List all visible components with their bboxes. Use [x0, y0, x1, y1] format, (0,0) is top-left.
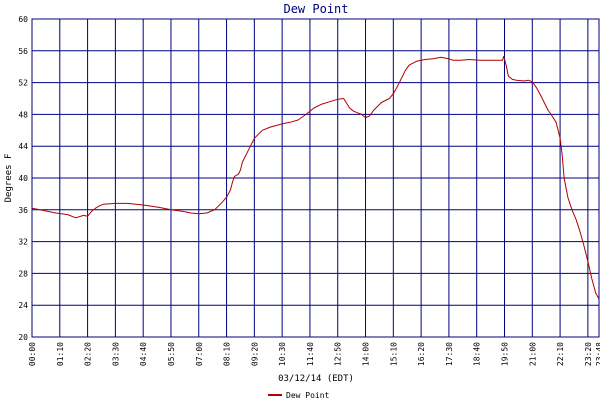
y-tick-label: 56 — [18, 47, 28, 56]
y-tick-label: 40 — [18, 174, 28, 183]
x-tick-label: 18:40 — [473, 342, 482, 366]
x-tick-label: 08:10 — [223, 342, 232, 366]
x-tick-label: 10:30 — [278, 342, 287, 366]
y-tick-label: 32 — [18, 238, 28, 247]
x-tick-label: 14:00 — [362, 342, 371, 366]
y-tick-label: 48 — [18, 110, 28, 119]
y-tick-label: 36 — [18, 206, 28, 215]
grid — [31, 18, 600, 338]
y-tick-labels: 20 24 28 32 36 40 44 48 52 56 60 — [18, 15, 28, 342]
x-tick-label: 17:30 — [445, 342, 454, 366]
x-tick-label: 09:20 — [250, 342, 259, 366]
x-tick-label: 00:00 — [28, 342, 37, 366]
x-tick-label: 12:50 — [334, 342, 343, 366]
y-tick-label: 20 — [18, 333, 28, 342]
y-tick-label: 60 — [18, 15, 28, 24]
x-tick-label: 11:40 — [306, 342, 315, 366]
legend-label: Dew Point — [286, 391, 330, 400]
x-tick-label: 16:20 — [417, 342, 426, 366]
y-axis-label: Degrees F — [4, 154, 14, 203]
y-tick-label: 28 — [18, 269, 28, 278]
x-tick-label: 22:10 — [556, 342, 565, 366]
series-line-dew-point — [31, 55, 600, 300]
x-tick-label: 15:10 — [389, 342, 398, 366]
y-tick-label: 44 — [18, 142, 28, 151]
series-group — [31, 55, 600, 300]
chart-title: Dew Point — [283, 2, 348, 16]
x-tick-labels: 00:00 01:10 02:20 03:30 04:40 05:50 07:00 08:10… — [28, 342, 600, 366]
y-tick-label: 24 — [18, 301, 28, 310]
x-tick-label: 04:40 — [139, 342, 148, 366]
x-tick-label: 19:50 — [501, 342, 510, 366]
x-tick-label: 07:00 — [195, 342, 204, 366]
x-tick-label: 01:10 — [56, 342, 65, 366]
x-tick-label: 03:30 — [111, 342, 120, 366]
plot-frame — [31, 18, 600, 338]
x-axis-label: 03/12/14 (EDT) — [278, 374, 354, 384]
y-tick-label: 52 — [18, 79, 28, 88]
x-tick-label: 02:20 — [84, 342, 93, 366]
x-tick-label: 23:48 — [595, 342, 600, 366]
x-tick-label: 05:50 — [167, 342, 176, 366]
x-tick-label: 21:00 — [528, 342, 537, 366]
x-tick-label: 23:20 — [584, 342, 593, 366]
legend: Dew Point — [268, 391, 330, 400]
